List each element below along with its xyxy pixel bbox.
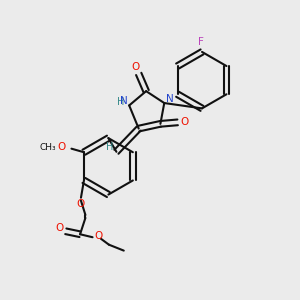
Text: CH₃: CH₃ <box>39 143 56 152</box>
Text: N: N <box>166 94 173 104</box>
Text: F: F <box>198 38 203 47</box>
Text: O: O <box>77 199 85 208</box>
Text: O: O <box>180 117 188 128</box>
Text: O: O <box>94 231 103 241</box>
Text: H: H <box>117 98 124 107</box>
Text: N: N <box>120 96 128 106</box>
Text: O: O <box>55 223 63 233</box>
Text: H: H <box>106 142 114 152</box>
Text: O: O <box>131 62 139 72</box>
Text: O: O <box>58 142 66 152</box>
